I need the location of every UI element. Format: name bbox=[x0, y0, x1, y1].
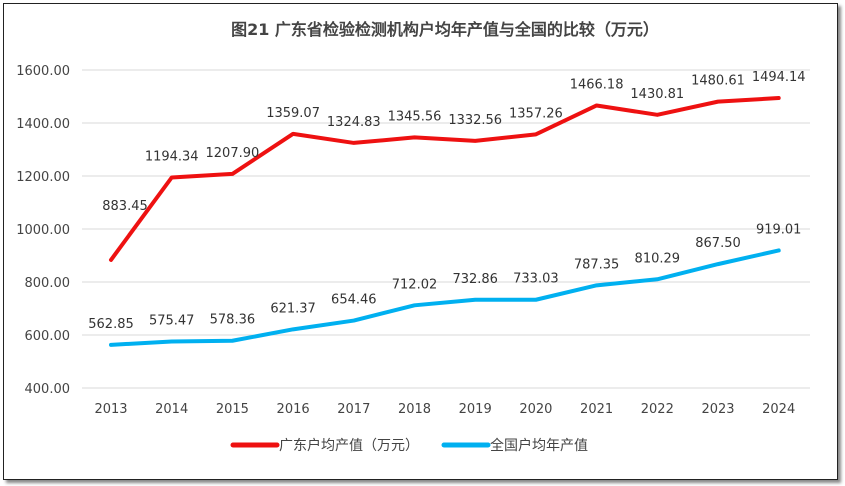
data-label: 1357.26 bbox=[509, 106, 563, 121]
y-tick-label: 1600.00 bbox=[16, 64, 70, 79]
x-tick-label: 2016 bbox=[277, 402, 310, 417]
x-tick-label: 2019 bbox=[459, 402, 492, 417]
series-line-1 bbox=[109, 248, 781, 347]
data-label: 1332.56 bbox=[448, 113, 502, 128]
y-tick-label: 800.00 bbox=[25, 276, 71, 291]
data-label: 575.47 bbox=[149, 314, 195, 329]
data-label: 654.46 bbox=[331, 293, 377, 308]
data-label: 1494.14 bbox=[752, 70, 806, 85]
legend-label-0: 广东户均产值（万元） bbox=[279, 437, 419, 454]
data-label: 867.50 bbox=[695, 236, 741, 251]
data-label: 733.03 bbox=[513, 272, 559, 287]
data-label: 1194.34 bbox=[145, 149, 199, 164]
data-label: 712.02 bbox=[392, 277, 438, 292]
data-label: 919.01 bbox=[756, 222, 802, 237]
y-tick-label: 1000.00 bbox=[16, 223, 70, 238]
chart-title: 图21 广东省检验检测机构户均年产值与全国的比较（万元） bbox=[231, 20, 659, 39]
data-label: 810.29 bbox=[635, 251, 681, 266]
data-label: 1466.18 bbox=[570, 77, 624, 92]
x-tick-label: 2017 bbox=[337, 402, 370, 417]
series-line-0 bbox=[109, 96, 781, 262]
x-tick-label: 2021 bbox=[580, 402, 613, 417]
data-label: 732.86 bbox=[452, 272, 498, 287]
x-tick-label: 2018 bbox=[398, 402, 431, 417]
x-tick-label: 2023 bbox=[701, 402, 734, 417]
data-label: 621.37 bbox=[270, 301, 316, 316]
data-label: 1207.90 bbox=[206, 146, 260, 161]
x-tick-label: 2014 bbox=[155, 402, 188, 417]
y-tick-label: 400.00 bbox=[25, 382, 71, 397]
data-label: 1345.56 bbox=[388, 109, 442, 124]
data-label: 562.85 bbox=[88, 317, 134, 332]
x-tick-label: 2022 bbox=[641, 402, 674, 417]
data-label: 1359.07 bbox=[266, 106, 320, 121]
x-tick-label: 2013 bbox=[94, 402, 127, 417]
data-label: 578.36 bbox=[210, 313, 256, 328]
y-tick-label: 600.00 bbox=[25, 329, 71, 344]
y-tick-label: 1400.00 bbox=[16, 117, 70, 132]
data-label: 787.35 bbox=[574, 257, 620, 272]
x-tick-label: 2020 bbox=[519, 402, 552, 417]
data-label: 883.45 bbox=[102, 199, 148, 214]
data-label: 1480.61 bbox=[691, 74, 745, 89]
y-tick-label: 1200.00 bbox=[16, 170, 70, 185]
x-tick-label: 2015 bbox=[216, 402, 249, 417]
data-label: 1324.83 bbox=[327, 115, 381, 130]
x-tick-label: 2024 bbox=[762, 402, 795, 417]
legend-label-1: 全国户均年产值 bbox=[490, 437, 588, 454]
chart-frame bbox=[3, 3, 838, 480]
data-label: 1430.81 bbox=[630, 87, 684, 102]
